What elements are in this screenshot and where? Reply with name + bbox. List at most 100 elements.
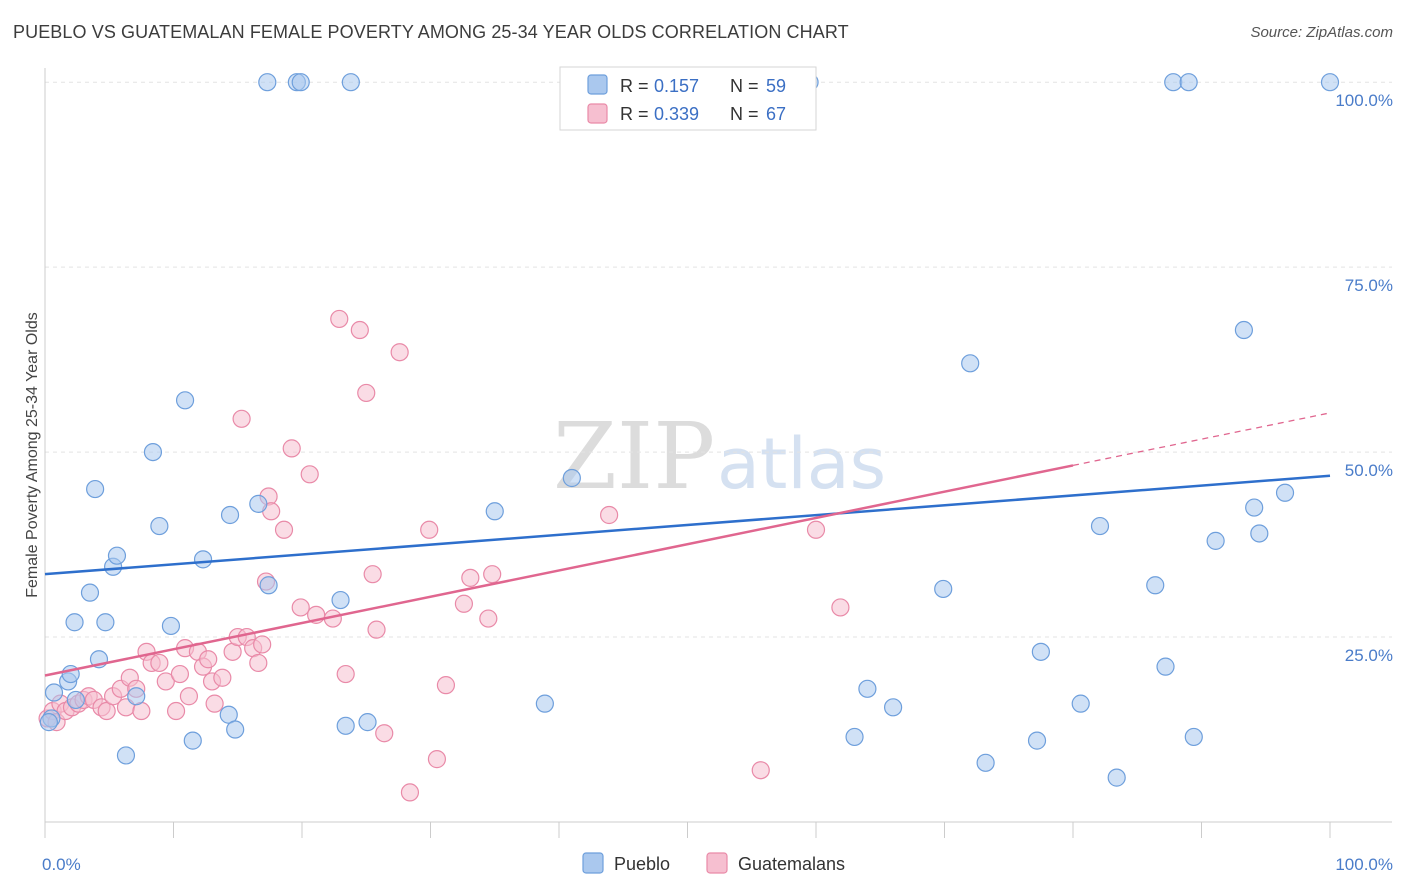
chart-title: PUEBLO VS GUATEMALAN FEMALE POVERTY AMON…	[13, 22, 849, 42]
legend-r-label-pueblo: R =	[620, 76, 649, 96]
pueblo-point-57	[1320, 73, 1340, 92]
legend-n-value-guatemalans: 67	[766, 104, 786, 124]
pueblo-point-56	[1275, 483, 1295, 502]
watermark-atlas: atlas	[717, 423, 886, 505]
pueblo-point-55	[1250, 524, 1269, 543]
guatemalans-point-21	[156, 672, 175, 691]
guatemalans-trend-line	[44, 464, 1074, 677]
y-tick-label-1: 50.0%	[1345, 461, 1393, 480]
pueblo-point-24	[259, 576, 278, 595]
pueblo-point-49	[1164, 73, 1183, 92]
bottom-legend: Pueblo Guatemalans	[582, 852, 845, 874]
bottom-legend-swatch-pueblo	[582, 852, 604, 874]
guatemalans-point-56	[400, 783, 420, 802]
pueblo-point-5	[65, 613, 84, 632]
guatemalans-point-48	[330, 309, 349, 329]
guatemalans-point-50	[350, 320, 369, 340]
pueblo-point-27	[291, 73, 310, 92]
pueblo-point-41	[976, 753, 995, 772]
guatemalans-point-23	[170, 664, 190, 684]
pueblo-point-52	[1206, 531, 1225, 550]
watermark-zip: ZIP	[553, 403, 715, 510]
guatemalans-point-66	[806, 520, 826, 539]
pueblo-point-31	[341, 73, 360, 92]
trend-lines	[44, 412, 1331, 677]
pueblo-point-44	[1071, 694, 1090, 713]
pueblo-point-39	[934, 579, 953, 599]
pueblo-point-40	[961, 354, 980, 373]
pueblo-point-38	[883, 698, 903, 717]
guatemalans-point-37	[249, 653, 268, 673]
y-tick-label-0: 25.0%	[1345, 646, 1393, 665]
guatemalans-point-22	[166, 701, 186, 721]
legend-r-label-guatemalans: R =	[620, 104, 649, 124]
guatemalans-point-43	[282, 439, 301, 458]
guatemalans-point-67	[831, 598, 850, 617]
watermark: ZIP atlas	[553, 403, 886, 510]
pueblo-point-45	[1090, 516, 1110, 536]
guatemalans-point-60	[454, 594, 474, 613]
legend-r-value-pueblo: 0.157	[654, 76, 699, 96]
pueblo-point-32	[485, 502, 504, 521]
pueblo-point-21	[220, 505, 240, 525]
pueblo-point-51	[1184, 727, 1203, 747]
pueblo-point-50	[1179, 73, 1198, 92]
pueblo-point-22	[226, 720, 245, 739]
guatemalans-point-20	[150, 653, 169, 673]
pueblo-point-19	[193, 550, 213, 569]
pueblo-point-42	[1027, 731, 1047, 750]
pueblo-point-36	[845, 727, 864, 747]
guatemalans-point-62	[479, 609, 498, 628]
guatemalans-point-55	[390, 343, 409, 362]
pueblo-point-12	[116, 746, 136, 765]
legend-n-value-pueblo: 59	[766, 76, 786, 96]
pueblo-point-7	[86, 479, 105, 499]
guatemalans-point-49	[336, 664, 355, 684]
pueblo-point-53	[1234, 320, 1254, 340]
pueblo-point-4	[66, 690, 85, 710]
guatemalans-point-28	[199, 650, 218, 669]
pueblo-point-48	[1156, 657, 1175, 676]
pueblo-point-16	[161, 616, 181, 636]
pueblo-point-34	[562, 468, 581, 488]
legend-r-value-guatemalans: 0.339	[654, 104, 699, 124]
pueblo-point-25	[258, 73, 277, 92]
pueblo-point-11	[107, 546, 127, 565]
pueblo-point-28	[331, 590, 350, 610]
guatemalans-point-65	[751, 761, 770, 780]
legend-swatch-pueblo	[587, 74, 608, 95]
bottom-legend-label-guatemalans: Guatemalans	[738, 854, 845, 874]
guatemalans-point-42	[274, 520, 294, 539]
pueblo-point-29	[336, 716, 355, 735]
x-tick-label-1: 100.0%	[1335, 855, 1393, 874]
x-tick-label-0: 0.0%	[42, 855, 81, 874]
pueblo-point-37	[858, 679, 877, 698]
pueblo-point-30	[358, 713, 377, 732]
guatemalans-point-59	[436, 676, 456, 695]
pueblo-point-13	[127, 687, 146, 706]
pueblo-point-23	[249, 494, 268, 513]
guatemalans-trend-extension	[1072, 412, 1331, 467]
legend-swatch-guatemalans	[587, 103, 608, 124]
legend-n-label-pueblo: N =	[730, 76, 759, 96]
pueblo-points	[39, 73, 1340, 787]
y-tick-label-2: 75.0%	[1345, 276, 1393, 295]
guatemalans-point-25	[179, 687, 199, 706]
pueblo-point-6	[80, 583, 100, 602]
pueblo-point-14	[143, 442, 163, 462]
y-tick-label-3: 100.0%	[1335, 91, 1393, 110]
guatemalans-point-44	[291, 598, 310, 617]
bottom-legend-label-pueblo: Pueblo	[614, 854, 670, 874]
pueblo-point-1	[44, 683, 64, 702]
pueblo-point-18	[183, 731, 202, 750]
pueblo-trend-line	[44, 474, 1331, 576]
guatemalans-point-38	[253, 635, 272, 654]
guatemalans-point-45	[300, 465, 319, 484]
guatemalans-point-30	[205, 694, 224, 713]
guatemalans-point-63	[483, 565, 502, 584]
guatemalans-points	[38, 309, 850, 802]
legend: R = 0.157 N = 59 R = 0.339 N = 67	[559, 66, 817, 131]
pueblo-point-17	[175, 391, 195, 410]
grid-lines	[45, 81, 1392, 638]
